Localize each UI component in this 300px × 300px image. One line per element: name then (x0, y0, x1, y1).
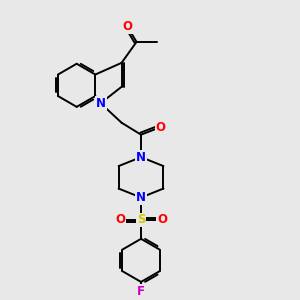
Text: N: N (96, 97, 106, 110)
Text: O: O (155, 121, 166, 134)
Text: O: O (157, 214, 167, 226)
Text: O: O (115, 214, 125, 226)
Text: F: F (137, 285, 145, 298)
Text: N: N (136, 151, 146, 164)
Text: O: O (123, 20, 133, 33)
Text: N: N (136, 191, 146, 204)
Text: S: S (137, 214, 145, 226)
